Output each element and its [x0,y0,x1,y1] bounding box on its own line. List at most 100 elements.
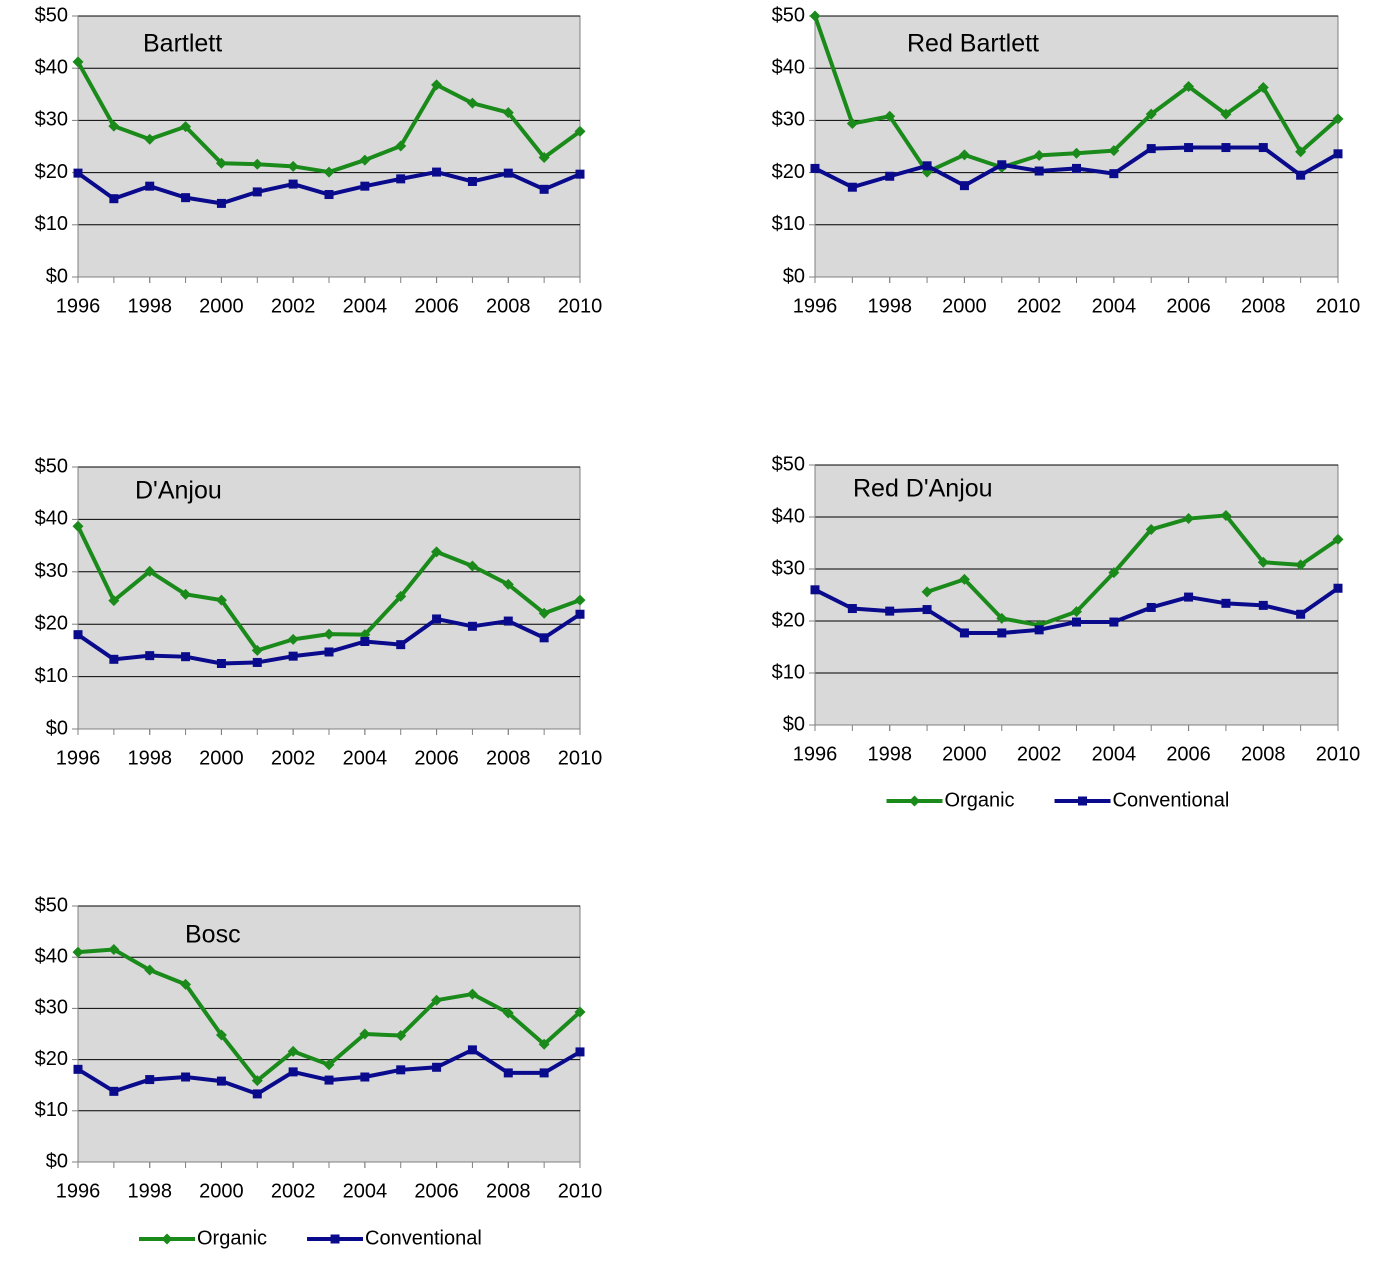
marker [847,604,857,614]
marker [1071,147,1082,159]
marker [1033,149,1045,161]
marker [73,168,83,178]
marker [809,10,821,22]
marker [251,1075,263,1087]
plot-area [77,905,581,1163]
marker [884,110,896,122]
marker [467,621,477,631]
x-tick-label: 2002 [271,295,316,317]
marker [909,795,920,807]
marker [181,652,191,662]
marker [1146,602,1156,612]
plot-area [77,15,581,278]
marker [574,125,586,137]
marker [574,594,586,606]
y-tick-label: $20 [35,161,68,183]
marker [1078,796,1088,806]
marker [395,1030,407,1042]
marker [958,149,970,161]
marker [251,644,263,656]
marker [1108,145,1120,157]
x-tick-label: 1998 [867,743,912,765]
x-tick-label: 2006 [414,1180,459,1202]
plot-area [77,466,581,730]
y-tick-label: $50 [772,453,805,475]
marker [1296,170,1306,180]
marker [885,606,895,616]
marker [324,1075,334,1085]
marker [73,1064,83,1074]
marker [502,107,514,119]
marker [109,1086,119,1096]
marker [1034,625,1044,635]
marker [1258,600,1268,610]
marker [108,595,120,607]
marker [216,659,226,668]
marker [288,651,298,661]
marker [288,1067,298,1077]
x-tick-label: 2010 [558,747,603,769]
marker [216,198,226,208]
marker [538,151,550,163]
series-line [926,513,1340,628]
y-tick-label: $50 [35,894,68,916]
y-tick-label: $20 [772,161,805,183]
y-tick-label: $50 [772,4,805,26]
marker [1333,583,1343,593]
marker [395,590,407,602]
marker [958,573,970,585]
y-tick-label: $10 [35,1099,68,1121]
x-tick-label: 1998 [127,1180,172,1202]
x-tick-label: 1998 [127,295,172,317]
y-tick-label: $20 [35,1048,68,1070]
marker [1257,556,1269,568]
marker [180,978,192,990]
marker [575,609,585,619]
marker [1108,567,1120,579]
marker [1257,82,1269,94]
marker [145,1075,155,1085]
marker [252,187,262,197]
x-tick-label: 2000 [942,743,987,765]
marker [215,594,227,606]
x-tick-label: 1998 [867,295,912,317]
x-tick-label: 2002 [271,1180,316,1202]
x-tick-label: 2000 [199,747,244,769]
marker [252,657,262,667]
marker [359,154,371,166]
y-tick-label: $30 [35,109,68,131]
marker [1220,108,1232,120]
y-tick-label: $40 [772,56,805,78]
marker [467,1045,477,1055]
marker [395,140,407,152]
x-tick-label: 1996 [793,743,838,765]
marker [810,163,820,173]
y-tick-label: $20 [35,612,68,634]
y-tick-label: $30 [772,557,805,579]
marker [161,1233,173,1245]
x-tick-label: 2002 [1017,743,1062,765]
marker [997,628,1007,638]
marker [396,640,406,650]
x-tick-label: 2004 [343,295,388,317]
y-tick-label: $0 [783,265,805,287]
x-tick-label: 2008 [486,747,531,769]
marker [359,1028,371,1040]
marker [1296,609,1306,619]
marker [1221,598,1231,608]
marker [72,946,84,958]
y-tick-label: $50 [35,4,68,26]
marker [108,120,120,132]
y-tick-label: $30 [35,997,68,1019]
marker [1184,143,1194,153]
x-tick-label: 2000 [199,1180,244,1202]
x-tick-label: 2006 [414,295,459,317]
legend-label: Organic [197,1227,267,1249]
y-tick-label: $0 [783,713,805,735]
marker [145,651,155,661]
marker [323,628,335,640]
marker [330,1234,340,1244]
line-chart: $0 $10 $20 $30 $40 $50 1996 1998 2000 2002 2004 200… [35,455,603,769]
marker [251,158,263,170]
marker [885,171,895,181]
